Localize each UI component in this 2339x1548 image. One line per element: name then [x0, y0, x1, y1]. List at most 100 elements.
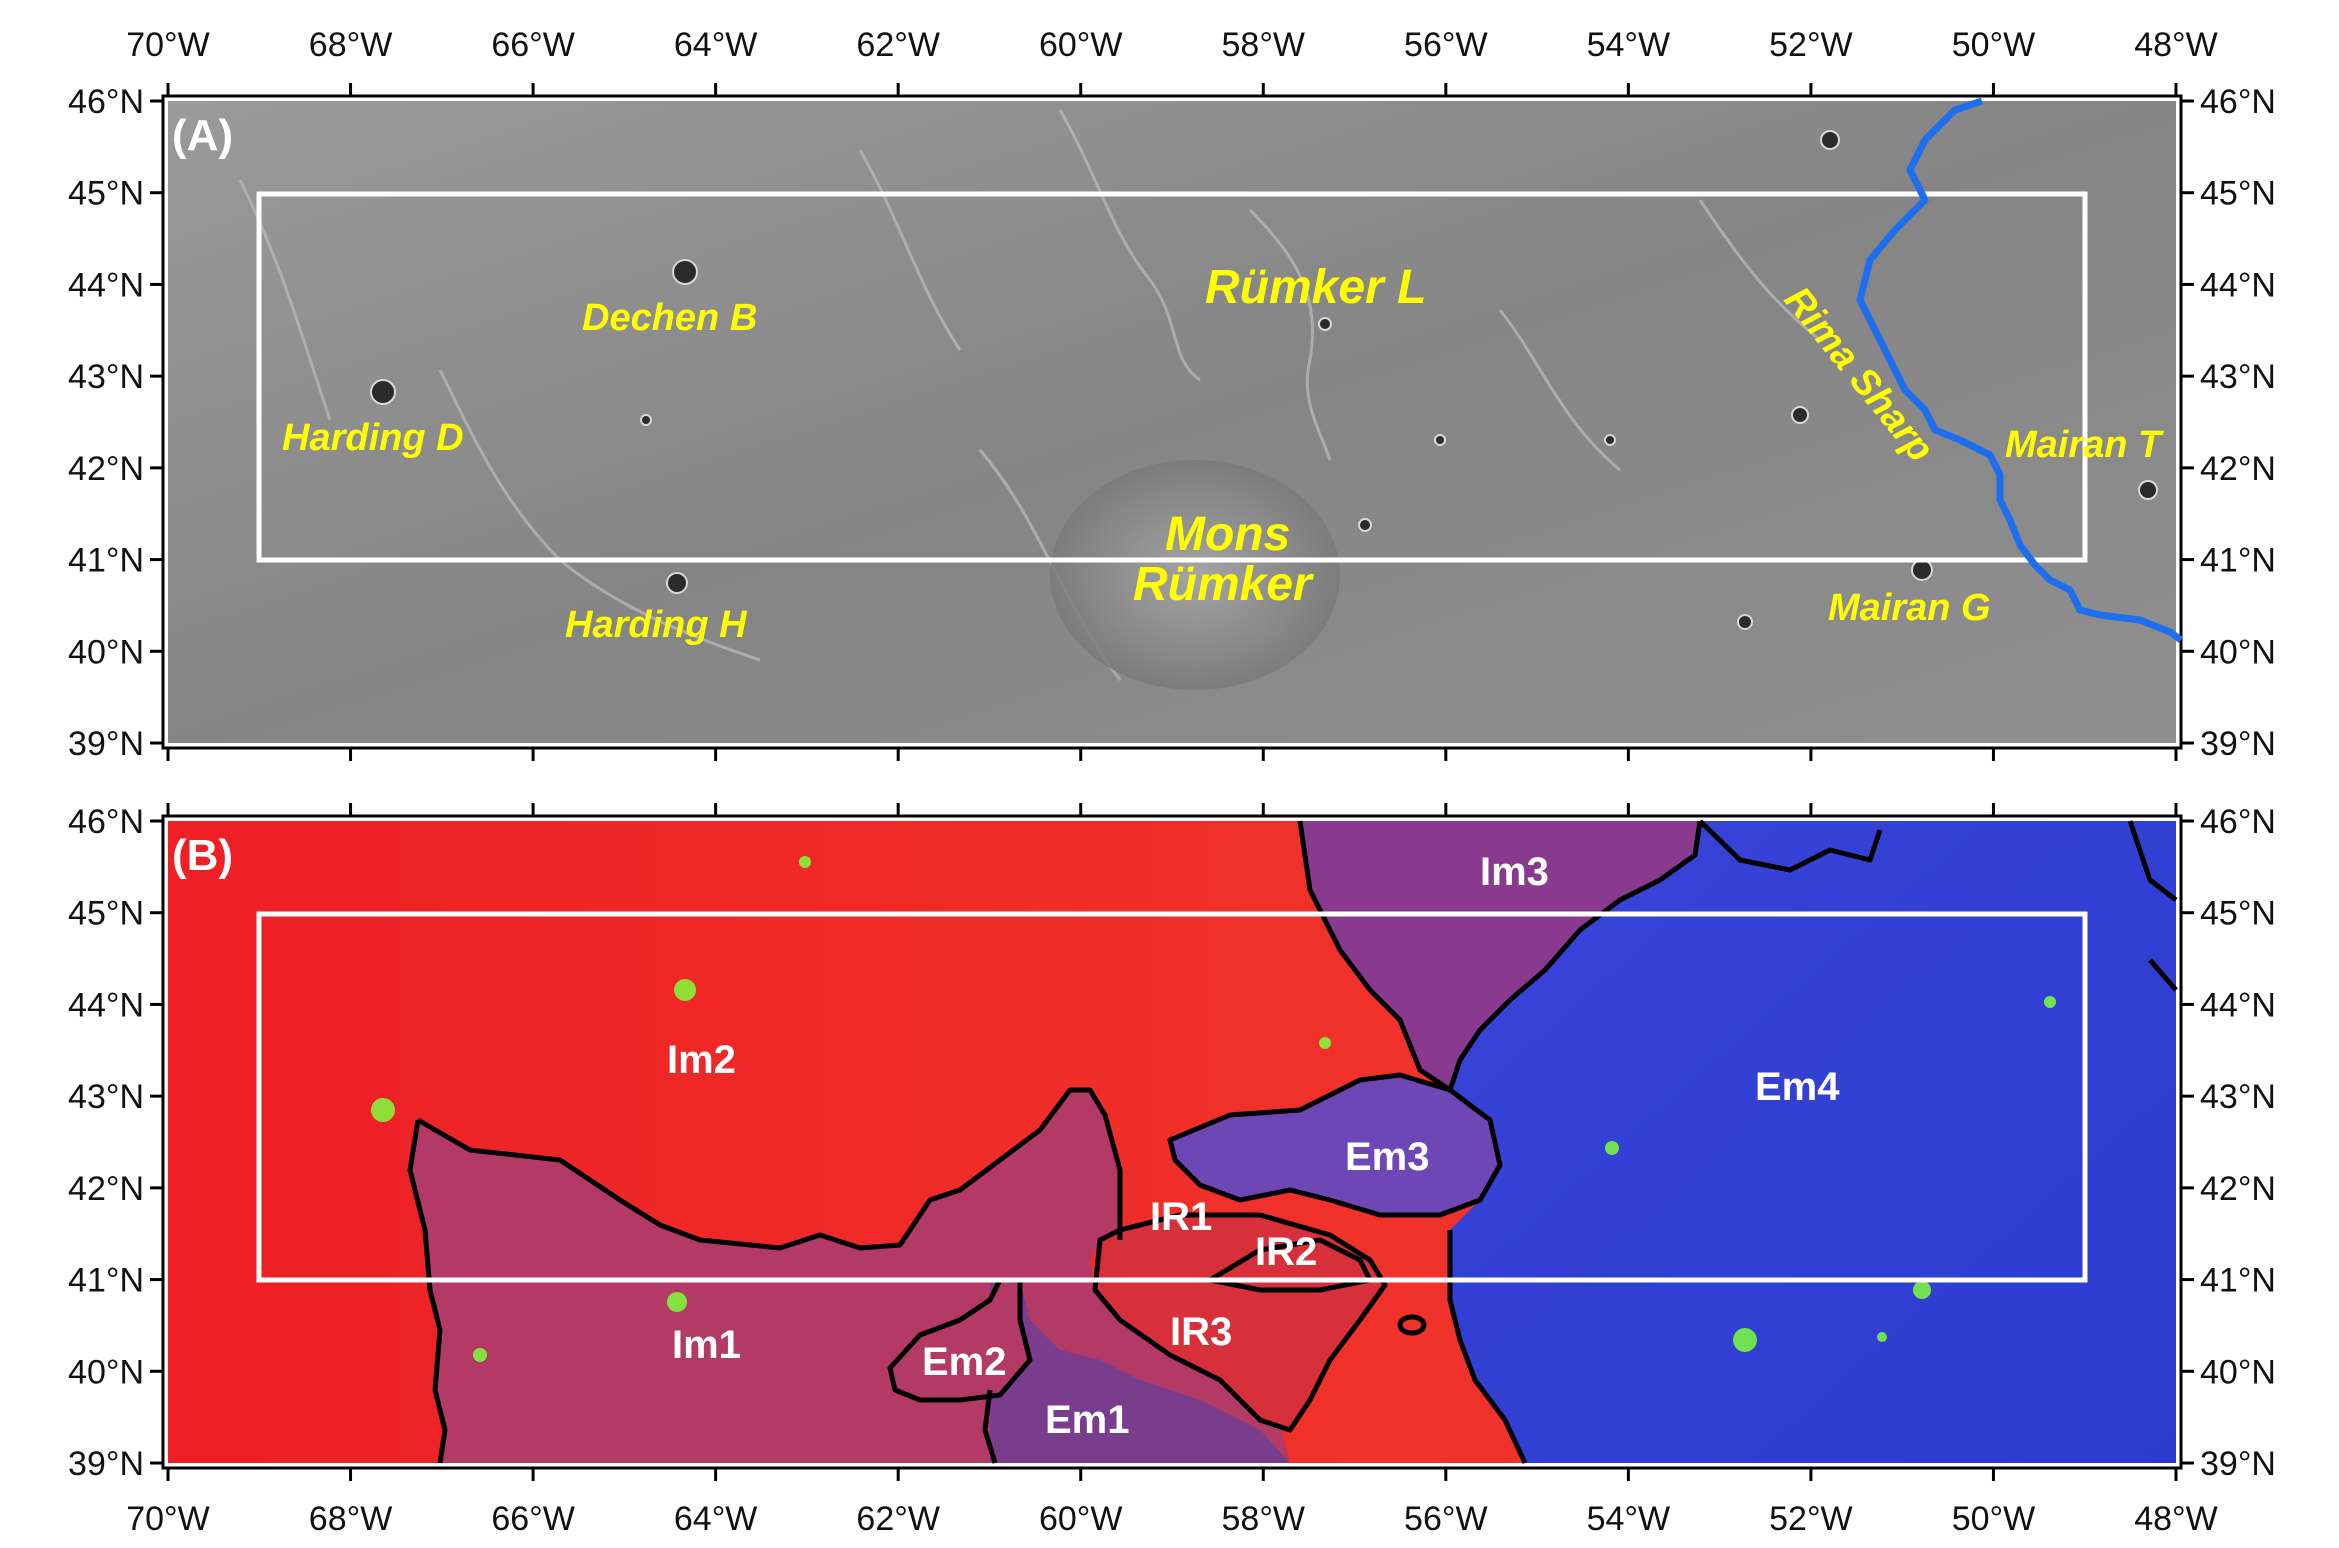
feature-label: Harding D: [282, 417, 464, 459]
unit-label: Em1: [1045, 1398, 1130, 1442]
crater: [1820, 130, 1840, 150]
unit-em2-fill: [890, 1280, 1030, 1400]
lon-label-top: 58°W: [1222, 26, 1306, 64]
lat-label-left: 43°N: [68, 1078, 144, 1116]
unit-label: Em2: [922, 1340, 1007, 1384]
study-area-box-b: [256, 911, 2088, 1283]
study-area-box-a: [256, 191, 2088, 563]
lat-label-left: 41°N: [68, 542, 144, 580]
lon-label-top: 70°W: [126, 26, 210, 64]
lon-label-top: 66°W: [491, 26, 575, 64]
lat-label-left: 45°N: [68, 895, 144, 933]
lat-label-right: 44°N: [2200, 986, 2276, 1024]
craters: [370, 130, 2158, 630]
lon-label-top: 68°W: [309, 26, 393, 64]
unit-label: IR3: [1170, 1310, 1232, 1354]
lat-label-left: 44°N: [68, 266, 144, 304]
lon-label-top: 64°W: [674, 26, 758, 64]
lat-label-left: 40°N: [68, 1353, 144, 1391]
unit-ir3-fill: [1095, 1215, 1385, 1430]
panel-b: (B) Im3 Im2 Em4 Em3 IR1 IR2 Im1 IR3 Em2 …: [161, 814, 2183, 1470]
lat-label-right: 43°N: [2200, 1078, 2276, 1116]
lat-label-right: 40°N: [2200, 633, 2276, 671]
lat-label-right: 46°N: [2200, 83, 2276, 121]
unit-im3-fill: [1300, 821, 1700, 1090]
feature-label: Mairan G: [1828, 587, 1991, 629]
lat-label-right: 41°N: [2200, 1262, 2276, 1300]
lat-label-left: 39°N: [68, 1445, 144, 1483]
crater: [1911, 559, 1933, 581]
feature-label: Mons: [1165, 508, 1290, 561]
crater: [1604, 434, 1616, 446]
bright-crater: [1605, 1141, 1619, 1155]
lon-label-bottom: 48°W: [2134, 1500, 2218, 1538]
feature-label: Dechen B: [582, 297, 757, 339]
feature-label: Mairan T: [2005, 424, 2164, 466]
bright-crater: [1913, 1281, 1931, 1299]
unit-boundaries: [407, 819, 2178, 1465]
lon-label-top: 62°W: [856, 26, 940, 64]
crater: [666, 572, 688, 594]
unit-label: Em3: [1345, 1135, 1430, 1179]
lon-label-bottom: 64°W: [674, 1500, 758, 1538]
feature-label: Rümker: [1133, 558, 1314, 611]
lon-label-bottom: 58°W: [1222, 1500, 1306, 1538]
crater: [1737, 614, 1753, 630]
lon-label-bottom: 60°W: [1039, 1500, 1123, 1538]
lon-label-top: 56°W: [1404, 26, 1488, 64]
lat-label-right: 40°N: [2200, 1353, 2276, 1391]
unit-label: Im3: [1480, 850, 1549, 894]
lat-label-right: 41°N: [2200, 542, 2276, 580]
panel-a: (A) Dechen B Rümker L Harding D Mons Rüm…: [161, 94, 2184, 750]
mons-rumker-massif: [1050, 460, 1340, 690]
panel-b-letter: (B): [172, 831, 233, 880]
lat-label-right: 45°N: [2200, 895, 2276, 933]
lon-label-bottom: 66°W: [491, 1500, 575, 1538]
lat-label-right: 43°N: [2200, 358, 2276, 396]
bright-crater: [674, 979, 696, 1001]
lat-label-right: 42°N: [2200, 1170, 2276, 1208]
crater: [370, 379, 396, 405]
feature-label: Rümker L: [1205, 261, 1426, 314]
lon-label-bottom: 54°W: [1587, 1500, 1671, 1538]
crater: [1358, 518, 1372, 532]
lat-label-left: 41°N: [68, 1262, 144, 1300]
crater: [2138, 480, 2158, 500]
lat-label-left: 43°N: [68, 358, 144, 396]
lat-label-left: 44°N: [68, 986, 144, 1024]
unit-em1-fill: [990, 1280, 1290, 1463]
crater: [640, 414, 652, 426]
lat-label-left: 42°N: [68, 1170, 144, 1208]
lat-label-left: 40°N: [68, 633, 144, 671]
unit-label: Im1: [672, 1323, 741, 1367]
panel-a-letter: (A): [172, 111, 233, 160]
bright-craters: [371, 856, 2056, 1362]
lon-label-top: 60°W: [1039, 26, 1123, 64]
unit-em3-fill: [1170, 1075, 1500, 1215]
rima-sharp-trace: [1856, 97, 2184, 643]
lon-label-bottom: 50°W: [1952, 1500, 2036, 1538]
bright-crater: [667, 1292, 687, 1312]
lat-label-right: 44°N: [2200, 266, 2276, 304]
bright-crater: [1877, 1332, 1887, 1342]
lat-label-right: 39°N: [2200, 1445, 2276, 1483]
crater: [1791, 406, 1809, 424]
lat-label-right: 42°N: [2200, 450, 2276, 488]
feature-label: Harding H: [565, 604, 748, 646]
unit-label: IR2: [1255, 1230, 1317, 1274]
lon-label-bottom: 52°W: [1769, 1500, 1853, 1538]
unit-em4-fill: [1450, 821, 2176, 1463]
lon-label-top: 52°W: [1769, 26, 1853, 64]
unit-label: Im2: [667, 1038, 736, 1082]
bright-crater: [371, 1098, 395, 1122]
lat-label-left: 46°N: [68, 83, 144, 121]
lat-label-left: 39°N: [68, 725, 144, 763]
lon-label-bottom: 62°W: [856, 1500, 940, 1538]
crater: [1318, 317, 1332, 331]
bright-crater: [1733, 1328, 1757, 1352]
bright-crater: [473, 1348, 487, 1362]
graticule-axes: 46°N 46°N 45°N 45°N 44°N 44°N 43°N 43°N 42°N 42°N…: [68, 26, 2276, 1538]
lat-label-right: 39°N: [2200, 725, 2276, 763]
lat-label-left: 45°N: [68, 175, 144, 213]
